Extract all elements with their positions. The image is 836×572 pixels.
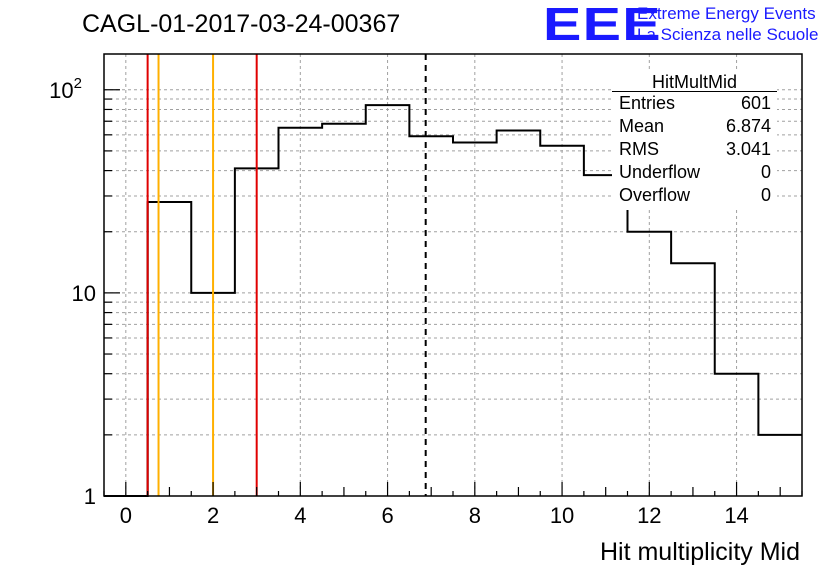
- stat-row-entries: Entries 601: [619, 93, 771, 116]
- grid-lines: [104, 54, 802, 497]
- stats-box-title: HitMultMid: [651, 72, 737, 92]
- histogram-bin: [758, 435, 802, 496]
- logo-caption-line2: La Scienza nelle Scuole: [637, 25, 819, 44]
- x-tick-label: 6: [381, 503, 393, 528]
- stats-box-divider: [612, 91, 777, 92]
- stat-value: 3.041: [725, 139, 771, 159]
- stat-name: Underflow: [619, 162, 701, 182]
- y-tick-exponent: 2: [74, 75, 82, 92]
- histogram-bin: [322, 124, 366, 496]
- y-axis-ticks: 1 10 102: [49, 75, 120, 509]
- stat-row-mean: Mean 6.874: [619, 116, 771, 139]
- x-axis-label: Hit multiplicity Mid: [600, 538, 800, 566]
- histogram-bin: [148, 202, 192, 496]
- stat-name: RMS: [619, 139, 659, 159]
- histogram-bin: [409, 136, 453, 496]
- histogram-bin: [584, 175, 628, 496]
- stats-box: HitMultMid Entries 601 Mean 6.874 RMS 3.…: [612, 70, 777, 210]
- x-tick-label: 12: [637, 503, 661, 528]
- histogram-bin: [628, 232, 672, 496]
- histogram-bin: [540, 146, 584, 496]
- x-tick-label: 8: [469, 503, 481, 528]
- histogram-bin: [497, 131, 541, 496]
- x-axis-ticks: 0 2 4 6 8 10 12 14: [103, 482, 803, 528]
- logo-caption-line1: Extreme Energy Events: [637, 4, 816, 23]
- stat-row-overflow: Overflow 0: [619, 185, 771, 208]
- histogram-bin: [671, 263, 715, 496]
- histogram-outline: [104, 104, 802, 497]
- histogram-bin: [279, 128, 323, 496]
- x-tick-label: 10: [550, 503, 574, 528]
- stat-value: 0: [760, 162, 771, 182]
- y-tick-label: 1: [84, 484, 96, 509]
- stat-name: Mean: [619, 116, 665, 136]
- x-tick-label: 4: [294, 503, 306, 528]
- chart-title: CAGL-01-2017-03-24-00367: [82, 10, 401, 38]
- y-tick-label: 10: [72, 281, 96, 306]
- y-tick-label: 102: [49, 75, 82, 103]
- x-tick-label: 2: [207, 503, 219, 528]
- stat-value: 0: [760, 185, 771, 205]
- stat-row-rms: RMS 3.041: [619, 139, 771, 162]
- x-tick-label: 0: [120, 503, 132, 528]
- histogram-bin: [366, 105, 410, 496]
- stat-value: 601: [740, 93, 771, 113]
- stat-name: Entries: [619, 93, 676, 113]
- vertical-markers: [146, 54, 427, 496]
- eee-logo: EEE: [543, 0, 662, 50]
- stat-row-underflow: Underflow 0: [619, 162, 771, 185]
- x-tick-label: 14: [724, 503, 748, 528]
- histogram-bin: [453, 143, 497, 496]
- stat-value: 6.874: [725, 116, 771, 136]
- histogram-bin: [715, 374, 759, 496]
- stat-name: Overflow: [619, 185, 691, 205]
